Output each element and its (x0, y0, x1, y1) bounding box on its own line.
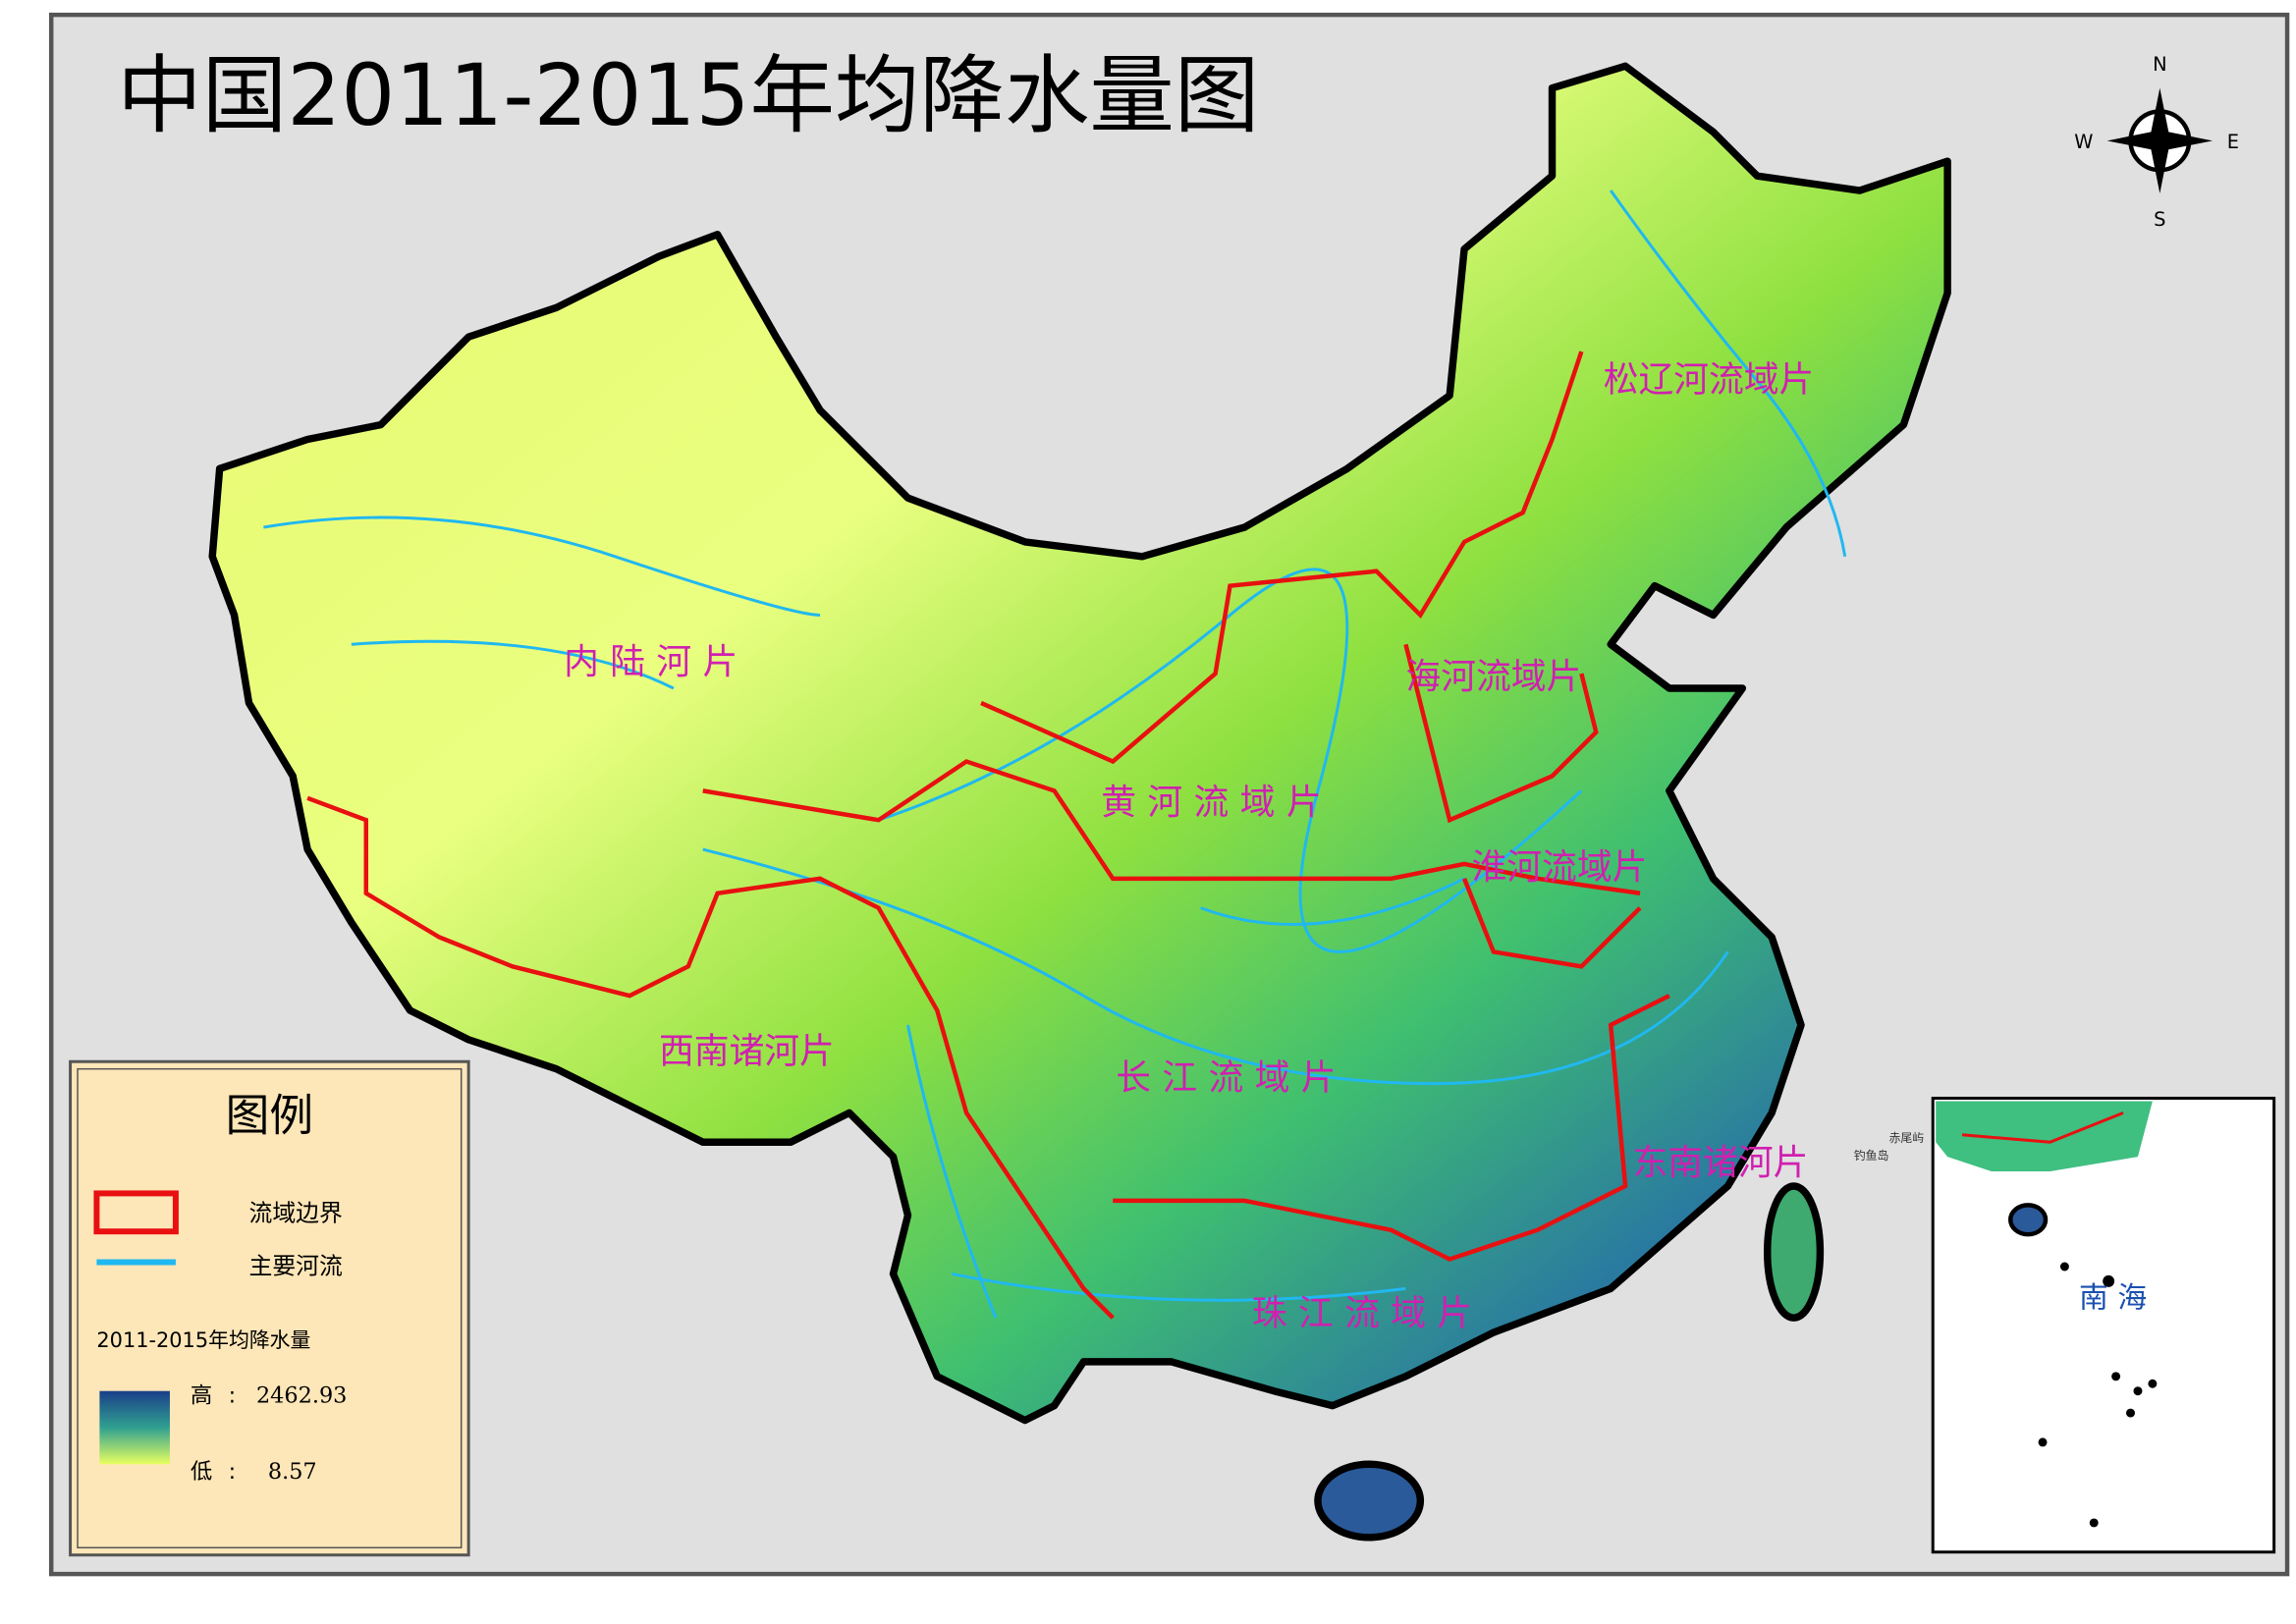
legend: 图例 流域边界 主要河流 2011-2015年均降水量 高 : 2462.93 … (69, 1059, 470, 1557)
china (208, 62, 1951, 1542)
separator: : (229, 1383, 237, 1409)
low-value: 8.57 (268, 1459, 317, 1485)
compass-s: S (2154, 208, 2165, 231)
inset-label: 南 海 (2079, 1281, 2147, 1316)
region-label: 内 陆 河 片 (564, 642, 738, 682)
region-label: 东南诸河片 (1633, 1143, 1809, 1183)
compass-e: E (2227, 131, 2239, 153)
legend-item: 流域边界 (248, 1200, 342, 1227)
high-label: 高 (191, 1383, 212, 1409)
region-label: 西南诸河片 (659, 1032, 835, 1072)
region-label: 松辽河流域片 (1604, 359, 1815, 400)
compass-w: W (2074, 131, 2093, 153)
island-label: 钓鱼岛 (1854, 1149, 1889, 1163)
region-label: 长 江 流 域 片 (1116, 1058, 1336, 1099)
island-label: 赤尾屿 (1888, 1131, 1924, 1145)
rivers (263, 189, 1847, 1319)
hainan (1314, 1460, 1425, 1542)
region-label: 黄 河 流 域 片 (1101, 783, 1321, 823)
taiwan (1763, 1182, 1825, 1322)
region-label: 珠 江 流 域 片 (1252, 1294, 1472, 1334)
land (208, 62, 1951, 1425)
compass: N S W E (2074, 53, 2239, 231)
low-label: 低 (191, 1459, 212, 1485)
legend-item: 主要河流 (248, 1252, 342, 1279)
basin-borders (306, 351, 1670, 1320)
region-label: 淮河流域片 (1472, 847, 1648, 888)
compass-n: N (2153, 53, 2167, 76)
legend-title: 图例 (226, 1089, 313, 1141)
inset: 南 海 (1931, 1097, 2276, 1554)
scale-title: 2011-2015年均降水量 (96, 1328, 310, 1352)
separator: : (229, 1459, 237, 1485)
high-value: 2462.93 (256, 1383, 347, 1409)
region-label: 海河流域片 (1405, 657, 1581, 697)
title: 中国2011-2015年均降水量图 (117, 47, 1259, 145)
